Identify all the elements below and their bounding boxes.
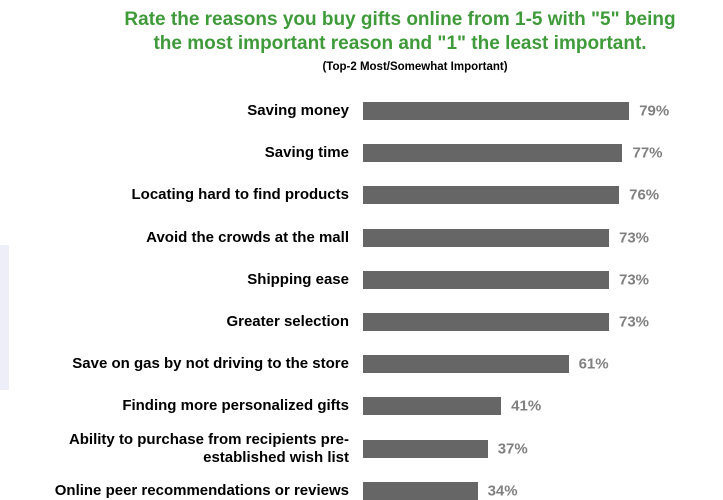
- category-label: Saving time: [264, 144, 349, 162]
- bar: [363, 397, 502, 416]
- bar: [363, 102, 630, 120]
- value-label: 77%: [632, 144, 663, 162]
- value-label: 73%: [619, 313, 650, 331]
- bar: [363, 313, 609, 331]
- side-decoration: [0, 245, 9, 390]
- bar: [363, 228, 609, 247]
- value-label: 61%: [578, 355, 609, 373]
- category-label: Ability to purchase from recipients pre-…: [68, 430, 349, 466]
- category-label: Saving money: [247, 102, 349, 119]
- category-label: Online peer recommendations or reviews: [54, 481, 349, 499]
- value-label: 76%: [629, 186, 660, 204]
- category-label: Avoid the crowds at the mall: [146, 228, 349, 246]
- value-label: 37%: [497, 440, 528, 458]
- bar: [363, 481, 478, 500]
- value-label: 79%: [639, 102, 670, 120]
- category-label: Shipping ease: [247, 270, 349, 288]
- category-label: Finding more personalized gifts: [122, 397, 349, 415]
- value-label: 34%: [487, 482, 518, 500]
- value-label: 73%: [619, 229, 650, 247]
- category-label: Greater selection: [226, 313, 349, 330]
- value-label: 41%: [511, 397, 542, 415]
- bar: [363, 186, 620, 205]
- bar: [363, 270, 609, 289]
- category-label: Locating hard to find products: [131, 186, 350, 204]
- value-label: 73%: [619, 271, 650, 289]
- category-label: Save on gas by not driving to the store: [72, 355, 349, 373]
- bar: [363, 439, 488, 458]
- bar: [363, 144, 623, 163]
- bar: [363, 355, 569, 374]
- chart-subtitle: (Top-2 Most/Somewhat Important): [322, 61, 508, 73]
- chart-title: Rate the reasons you buy gifts online fr…: [124, 9, 676, 54]
